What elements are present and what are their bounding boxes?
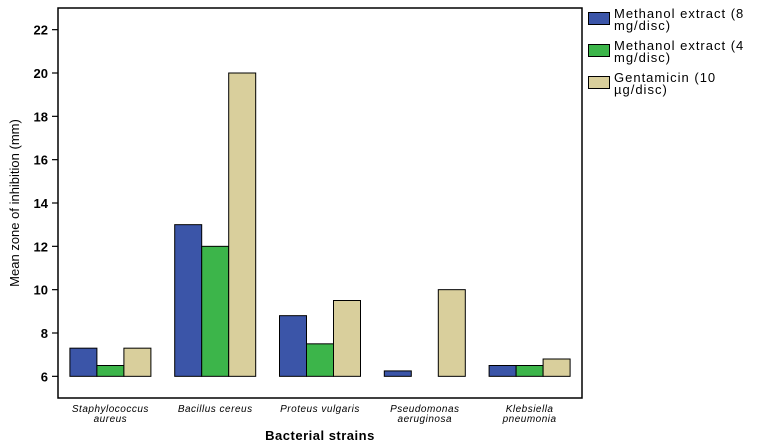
bars	[69, 72, 571, 377]
legend-label: Methanol extract (8 mg/disc)	[614, 6, 745, 33]
legend-swatch	[588, 12, 610, 25]
y-tick-label: 12	[34, 239, 48, 254]
bar	[123, 347, 152, 377]
bar	[174, 224, 203, 377]
bar	[306, 343, 334, 377]
x-tick-label: Pseudomonas	[390, 404, 459, 415]
legend-item: Gentamicin (10 µg/disc)	[586, 70, 766, 104]
x-tick-label: Bacillus cereus	[178, 404, 253, 415]
y-tick-label: 20	[34, 66, 48, 81]
x-tick-label: Proteus vulgaris	[280, 404, 360, 415]
legend-swatch	[588, 44, 610, 57]
bar	[488, 365, 517, 377]
y-tick-label: 18	[34, 109, 48, 124]
bar	[228, 72, 257, 377]
x-tick-label: pneumonia	[502, 414, 557, 425]
bar	[515, 365, 544, 377]
legend-swatch	[588, 76, 610, 89]
legend-item: Methanol extract (8 mg/disc)	[586, 6, 766, 40]
legend-label: Gentamicin (10 µg/disc)	[614, 70, 717, 97]
plot-area	[57, 7, 583, 399]
x-tick-label: Staphylococcus	[72, 404, 149, 415]
bar	[69, 347, 98, 377]
x-axis-title: Bacterial strains	[265, 428, 375, 443]
y-tick-label: 14	[34, 196, 49, 211]
bar	[437, 289, 466, 377]
x-tick-label: aureus	[94, 414, 128, 425]
bar	[542, 358, 571, 377]
y-tick-label: 8	[41, 326, 48, 341]
y-axis: 6 8 10 12 14 16 18 20 22	[34, 23, 58, 384]
bar	[201, 245, 230, 377]
y-tick-label: 6	[41, 369, 48, 384]
y-axis-title: Mean zone of inhibition (mm)	[7, 119, 22, 287]
legend-item: Methanol extract (4 mg/disc)	[586, 38, 766, 72]
legend-label: Methanol extract (4 mg/disc)	[614, 38, 745, 65]
bar	[96, 365, 125, 377]
legend: Methanol extract (8 mg/disc) Methanol ext…	[586, 6, 766, 104]
bar	[383, 370, 412, 377]
x-tick-label: Klebsiella	[506, 404, 554, 415]
y-tick-label: 10	[34, 283, 48, 298]
y-tick-label: 16	[34, 153, 48, 168]
bar	[333, 300, 361, 377]
bar	[279, 315, 307, 377]
y-tick-label: 22	[34, 23, 48, 38]
x-tick-label: aeruginosa	[398, 414, 452, 425]
